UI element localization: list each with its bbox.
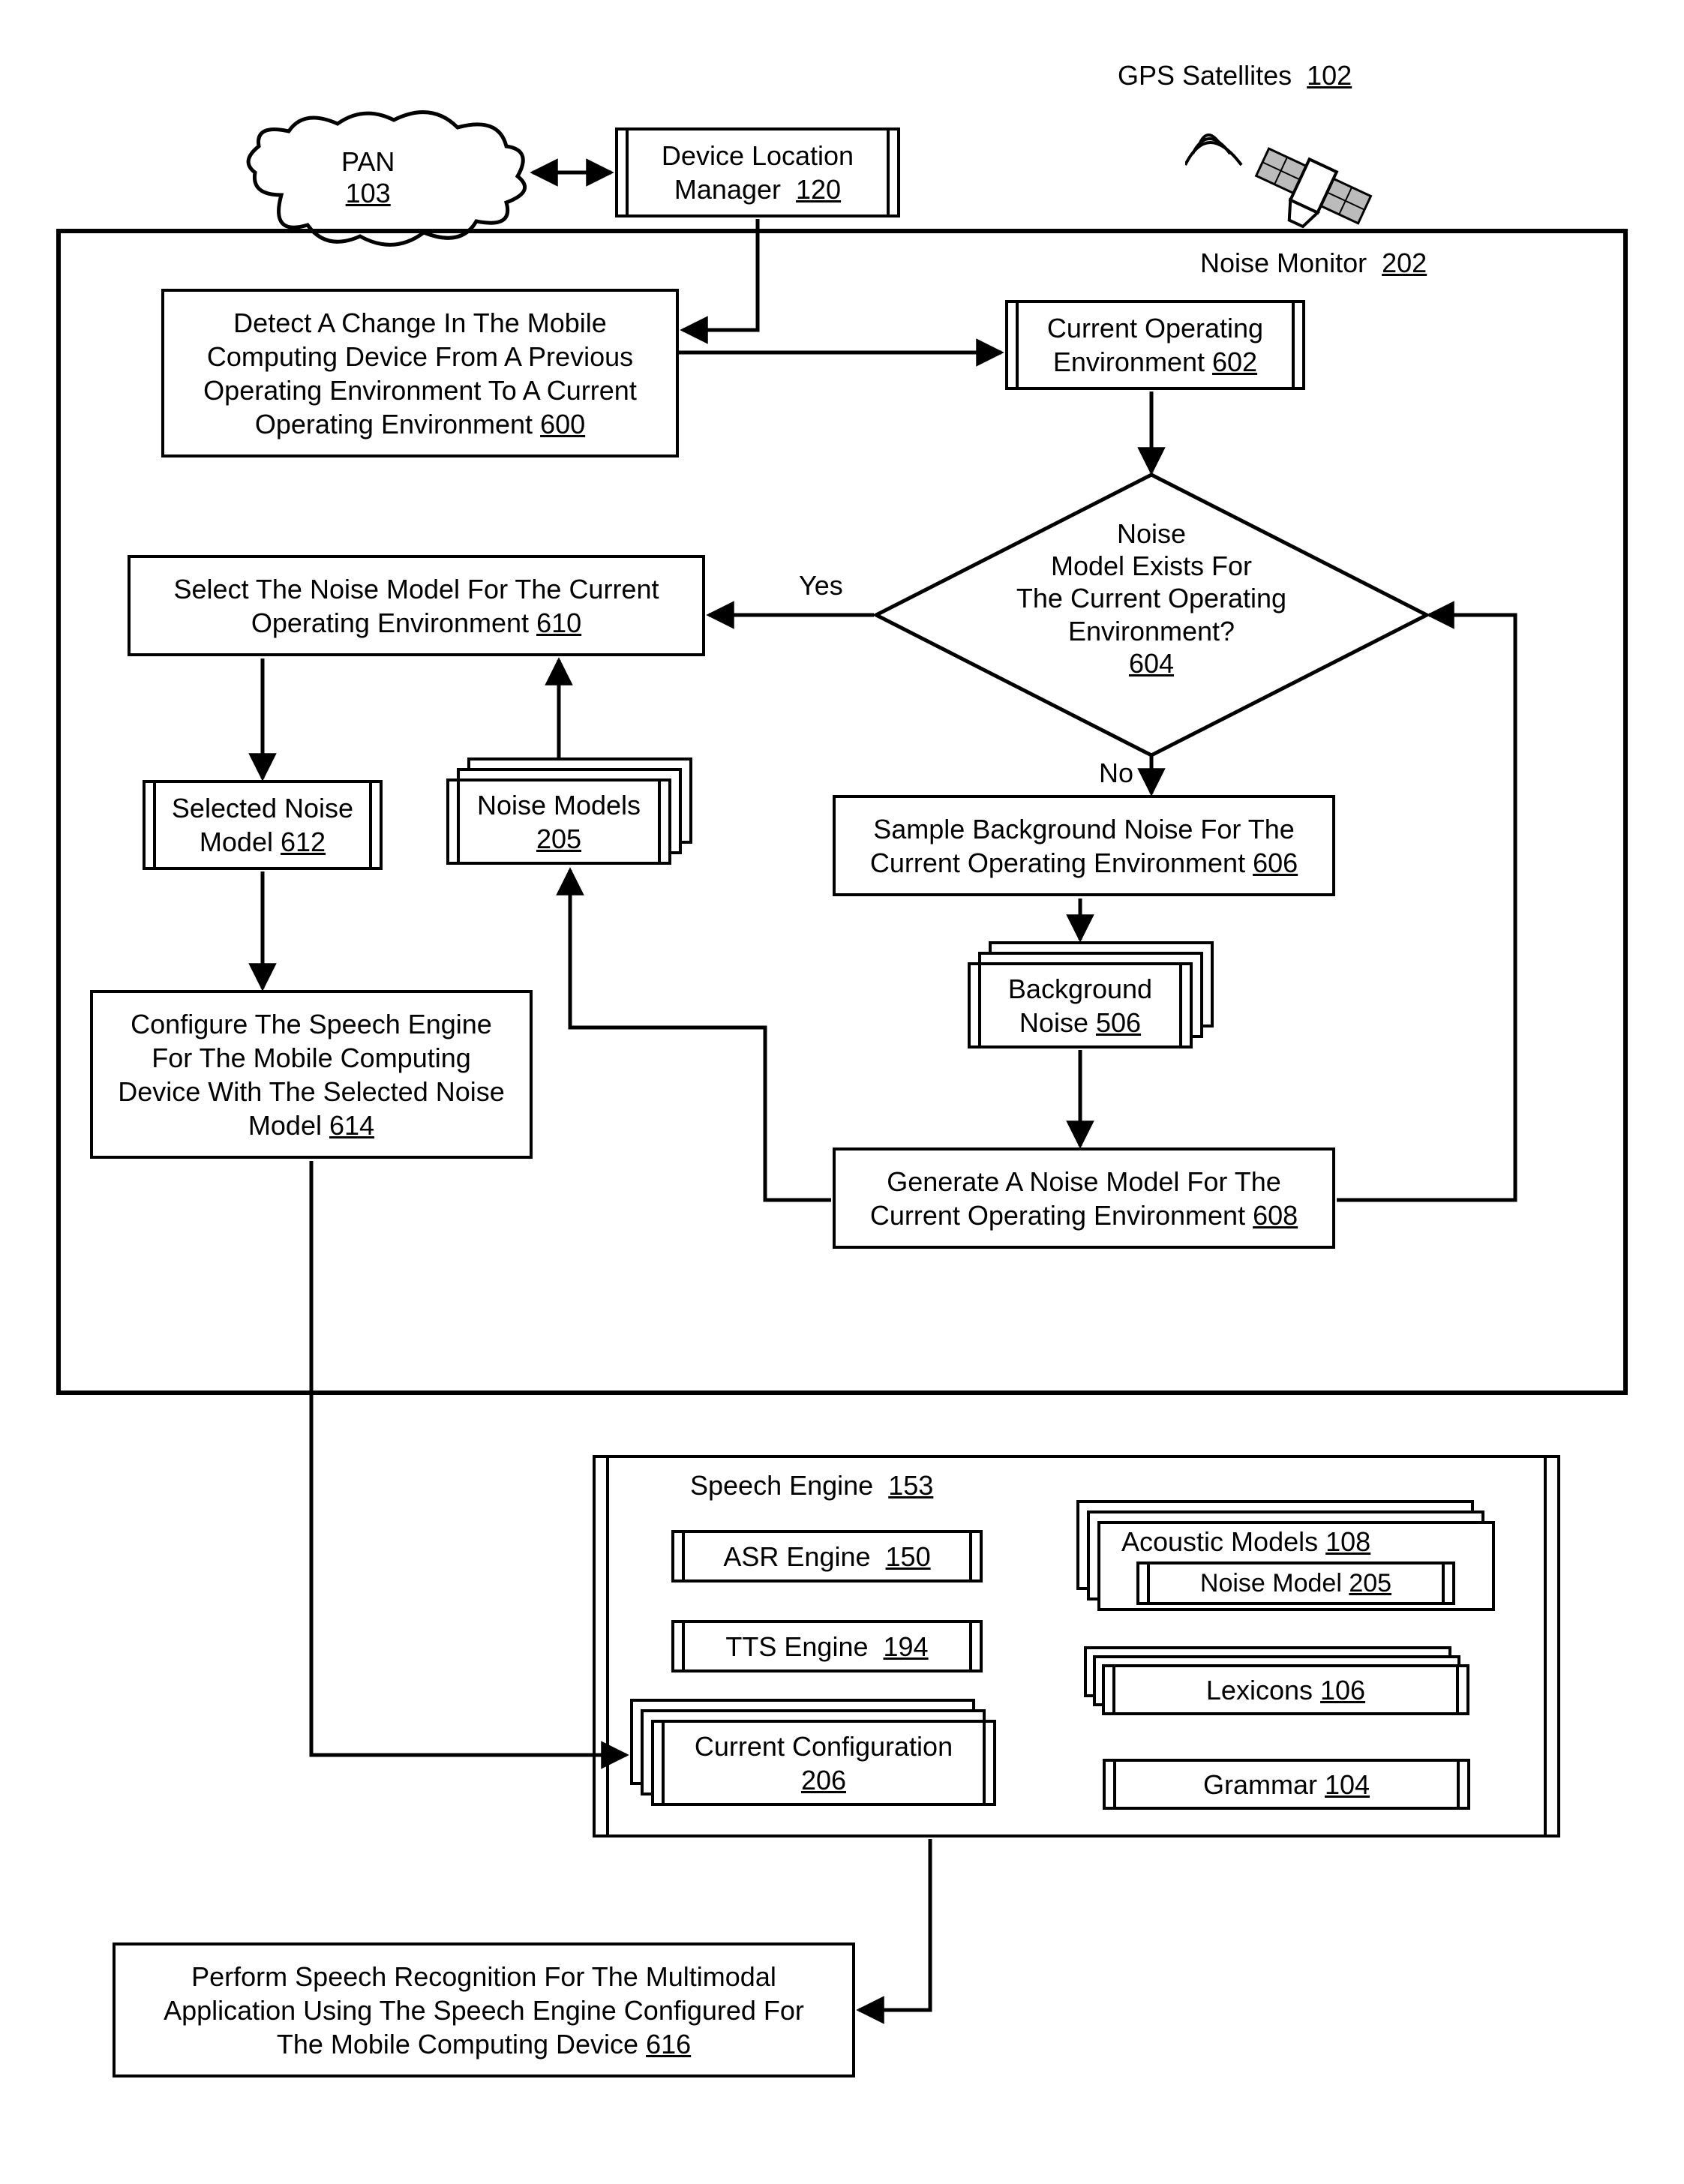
pan-text: PAN: [341, 146, 395, 178]
dlm-line2: Manager: [674, 174, 781, 205]
n614-l4: Model: [248, 1110, 322, 1141]
n610-l1: Select The Noise Model For The Current: [174, 572, 659, 606]
n600-l1: Detect A Change In The Mobile: [233, 306, 607, 340]
n506-l1: Background: [1008, 972, 1152, 1006]
step-610: Select The Noise Model For The Current O…: [128, 555, 705, 656]
lex-text: Lexicons: [1206, 1675, 1313, 1706]
noise-model-inner: Noise Model 205: [1136, 1562, 1455, 1605]
dlm-line1: Device Location: [662, 139, 854, 172]
gram-text: Grammar: [1203, 1769, 1317, 1800]
lex-ref: 106: [1320, 1675, 1365, 1706]
n205-l1: Noise Models: [477, 788, 641, 822]
acoustic-models-label: Acoustic Models 108: [1121, 1526, 1370, 1558]
n616-l3: The Mobile Computing Device: [277, 2029, 638, 2060]
gram-ref: 104: [1325, 1769, 1370, 1800]
n616-l2: Application Using The Speech Engine Conf…: [164, 1994, 804, 2027]
tts-engine: TTS Engine 194: [671, 1620, 983, 1672]
cfg-text: Current Configuration: [695, 1730, 953, 1763]
step-600: Detect A Change In The Mobile Computing …: [161, 289, 679, 458]
n205-ref: 205: [536, 822, 581, 856]
nm-title-text: Noise Monitor: [1200, 248, 1367, 278]
n602-l2: Environment: [1053, 346, 1205, 377]
n612-ref: 612: [281, 826, 326, 857]
n600-l3: Operating Environment To A Current: [203, 374, 637, 407]
se-title-ref: 153: [888, 1470, 933, 1501]
n612-l1: Selected Noise: [172, 791, 353, 825]
n602-l1: Current Operating: [1047, 311, 1263, 345]
no-label: No: [1099, 758, 1133, 789]
asr-text: ASR Engine: [723, 1541, 870, 1572]
tts-text: TTS Engine: [725, 1631, 868, 1662]
n614-ref: 614: [329, 1110, 374, 1141]
nm-title-ref: 202: [1382, 248, 1427, 278]
n600-l4: Operating Environment: [255, 409, 533, 440]
gps-text: GPS Satellites: [1118, 60, 1292, 91]
background-noise-stack: Background Noise 506: [968, 941, 1223, 1054]
n614-l1: Configure The Speech Engine: [131, 1007, 492, 1041]
tts-ref: 194: [884, 1631, 929, 1662]
yes-label: Yes: [799, 570, 843, 602]
n608-l2: Current Operating Environment: [870, 1200, 1245, 1231]
node-602: Current Operating Environment 602: [1005, 300, 1305, 390]
asr-engine: ASR Engine 150: [671, 1530, 983, 1582]
cfg-ref: 206: [801, 1763, 846, 1797]
decision-604: [870, 469, 1433, 761]
pan-ref: 103: [341, 178, 395, 209]
n606-l1: Sample Background Noise For The: [873, 812, 1295, 846]
n612-l2: Model: [200, 826, 273, 857]
n602-ref: 602: [1212, 346, 1257, 377]
n610-ref: 610: [536, 608, 581, 638]
gps-label: GPS Satellites 102: [1118, 60, 1352, 92]
gps-ref: 102: [1307, 60, 1352, 91]
lexicons-stack: Lexicons 106: [1084, 1646, 1481, 1721]
am-ref: 108: [1325, 1526, 1370, 1557]
se-title-text: Speech Engine: [690, 1470, 873, 1501]
nm2-text: Noise Model: [1200, 1569, 1342, 1598]
satellite-icon: [1185, 98, 1395, 232]
n610-l2: Operating Environment: [251, 608, 529, 638]
n614-l2: For The Mobile Computing: [152, 1041, 471, 1075]
n608-l1: Generate A Noise Model For The: [887, 1165, 1281, 1198]
nm2-ref: 205: [1349, 1569, 1391, 1598]
n616-l1: Perform Speech Recognition For The Multi…: [191, 1960, 776, 1994]
n600-l2: Computing Device From A Previous: [207, 340, 633, 374]
step-614: Configure The Speech Engine For The Mobi…: [90, 990, 533, 1159]
dlm-ref: 120: [796, 174, 841, 205]
speech-engine-title: Speech Engine 153: [690, 1470, 933, 1502]
n606-l2: Current Operating Environment: [870, 848, 1245, 878]
current-config-stack: Current Configuration 206: [630, 1699, 998, 1811]
n616-ref: 616: [646, 2029, 691, 2060]
grammar: Grammar 104: [1103, 1759, 1470, 1810]
n600-ref: 600: [540, 409, 585, 440]
device-location-manager: Device Location Manager 120: [615, 128, 900, 218]
n614-l3: Device With The Selected Noise: [118, 1075, 505, 1108]
step-608: Generate A Noise Model For The Current O…: [833, 1148, 1335, 1249]
n608-ref: 608: [1253, 1200, 1298, 1231]
step-606: Sample Background Noise For The Current …: [833, 795, 1335, 896]
pan-label: PAN 103: [341, 146, 395, 209]
am-text: Acoustic Models: [1121, 1526, 1318, 1557]
n606-ref: 606: [1253, 848, 1298, 878]
asr-ref: 150: [886, 1541, 931, 1572]
step-616: Perform Speech Recognition For The Multi…: [113, 1942, 855, 2078]
noise-monitor-title: Noise Monitor 202: [1200, 248, 1427, 279]
noise-models-stack: Noise Models 205: [446, 758, 701, 870]
n506-ref: 506: [1096, 1007, 1141, 1038]
node-612: Selected Noise Model 612: [143, 780, 383, 870]
n506-l2: Noise: [1019, 1007, 1088, 1038]
flowchart-canvas: GPS Satellites 102 PAN 103 Device Locati…: [30, 30, 1654, 2154]
